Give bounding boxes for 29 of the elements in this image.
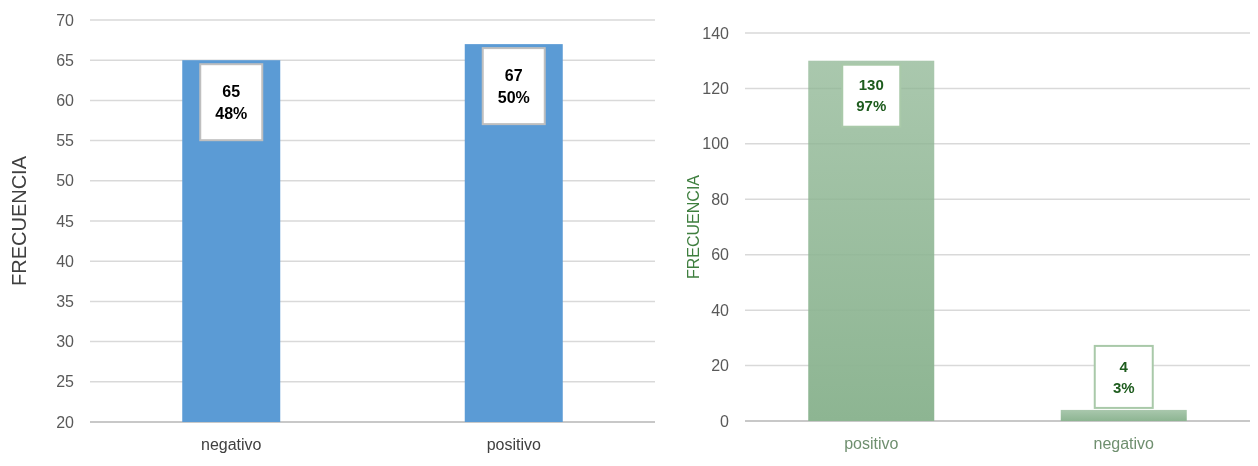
data-label: 130 97% — [856, 76, 887, 115]
x-tick-label: positivo — [844, 435, 899, 452]
y-tick-label: 50 — [56, 172, 75, 190]
y-tick-label: 140 — [702, 24, 730, 42]
data-label: 67 50% — [497, 66, 530, 106]
data-label: 4 3% — [1112, 357, 1135, 396]
y-tick-label: 45 — [56, 212, 75, 230]
y-tick-label: 20 — [711, 357, 730, 375]
y-tick-label: 30 — [56, 333, 75, 351]
y-tick-label: 40 — [56, 252, 75, 270]
x-tick-label: negativo — [1093, 435, 1155, 452]
y-tick-label: 80 — [711, 190, 730, 208]
y-tick-label: 100 — [702, 135, 730, 153]
y-tick-label: 35 — [56, 293, 75, 310]
y-tick-label: 120 — [702, 80, 730, 98]
y-tick-label: 60 — [56, 92, 75, 109]
y-tick-label: 20 — [56, 413, 75, 431]
y-tick-label: 55 — [56, 132, 75, 150]
y-tick-label: 40 — [711, 301, 730, 319]
y-axis-title: FRECUENCIA — [685, 174, 702, 280]
y-tick-label: 25 — [56, 373, 75, 391]
data-label: 65 48% — [215, 82, 248, 122]
y-axis-title: FRECUENCIA — [8, 155, 30, 287]
y-tick-label: 60 — [711, 246, 730, 264]
y-tick-label: 65 — [56, 51, 75, 69]
x-tick-label: negativo — [201, 436, 262, 453]
y-tick-label: 70 — [56, 11, 75, 29]
y-tick-label: 0 — [720, 412, 730, 430]
x-tick-label: positivo — [486, 436, 541, 453]
